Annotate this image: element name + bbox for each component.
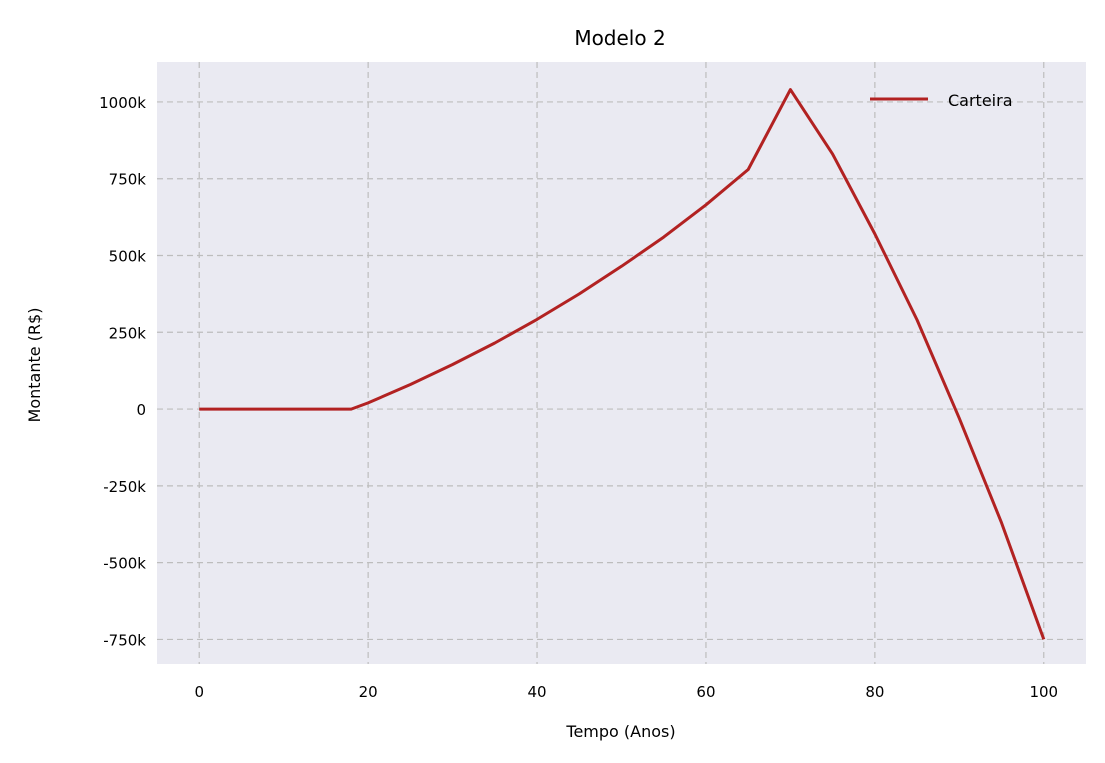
series-line-carteira <box>199 88 1046 640</box>
y-tick-label: 250k <box>109 324 147 342</box>
y-tick-label: -750k <box>103 631 146 649</box>
chart-title: Modelo 2 <box>574 26 665 50</box>
x-tick-label: 60 <box>696 683 715 701</box>
legend: Carteira <box>870 91 1013 110</box>
y-tick-label: -500k <box>103 555 146 573</box>
y-axis-ticks: 1000k 750k 500k 250k 0 -250k -500k -750k <box>99 94 146 650</box>
x-axis-label: Tempo (Anos) <box>565 722 675 741</box>
x-tick-label: 40 <box>527 683 546 701</box>
y-tick-label: 1000k <box>99 94 146 112</box>
plot-area <box>157 62 1086 664</box>
series-layer <box>199 88 1046 640</box>
x-tick-label: 100 <box>1029 683 1058 701</box>
y-axis-label: Montante (R$) <box>25 308 44 423</box>
legend-label-carteira: Carteira <box>948 91 1013 110</box>
y-tick-label: -250k <box>103 478 146 496</box>
y-tick-label: 750k <box>109 171 147 189</box>
x-tick-label: 20 <box>359 683 378 701</box>
x-tick-label: 0 <box>194 683 204 701</box>
x-axis-ticks: 0 20 40 60 80 100 <box>194 683 1058 701</box>
y-tick-label: 500k <box>109 248 147 266</box>
x-tick-label: 80 <box>865 683 884 701</box>
y-tick-label: 0 <box>136 401 146 419</box>
